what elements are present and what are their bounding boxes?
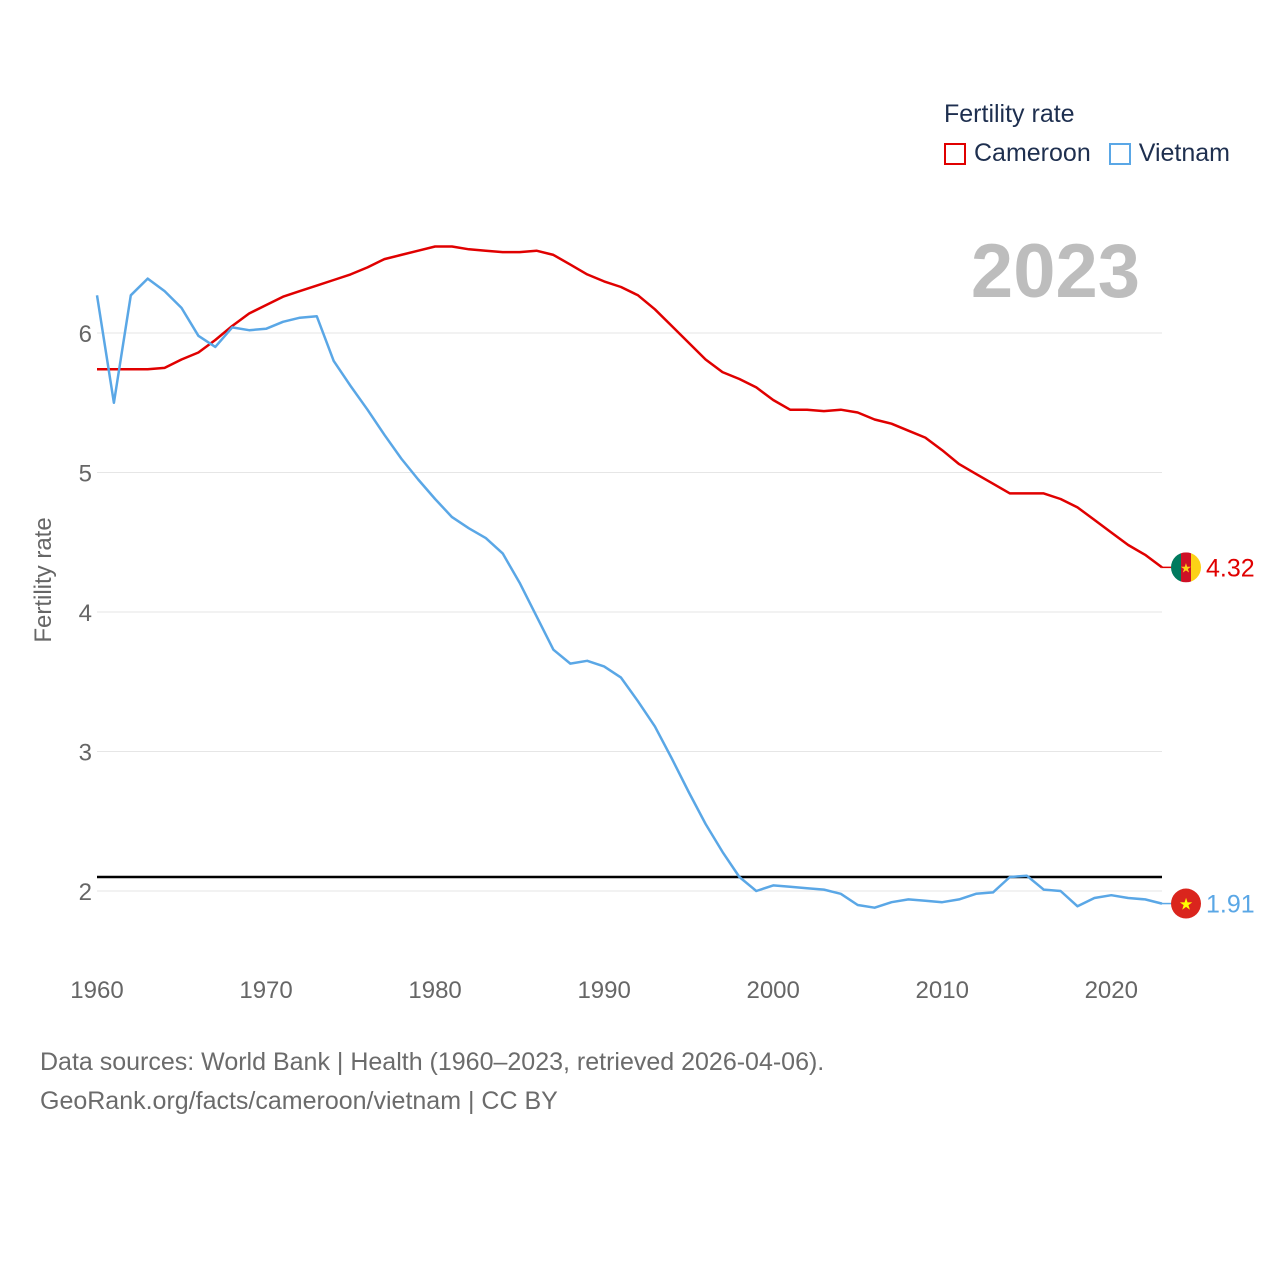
footer: Data sources: World Bank | Health (1960–…: [40, 1043, 824, 1121]
series-line-cameroon: [97, 245, 1163, 569]
y-tick-label: 5: [79, 461, 92, 488]
x-tick-label: 2010: [916, 977, 969, 1004]
y-axis-ticks: 2 3 4 5 6: [79, 321, 92, 906]
x-tick-label: 1960: [70, 977, 123, 1004]
x-tick-label: 1970: [239, 977, 292, 1004]
legend-swatch-cameroon: [944, 142, 966, 165]
x-tick-label: 1990: [577, 977, 630, 1004]
y-tick-label: 6: [79, 321, 92, 348]
y-axis-label: Fertility rate: [30, 517, 57, 642]
highlight-year-label: 2023: [970, 229, 1140, 314]
legend: Fertility rate Cameroon Vietnam: [944, 100, 1248, 168]
series-line-vietnam: [95, 277, 1163, 909]
x-tick-label: 2000: [746, 977, 799, 1004]
source-url-text: GeoRank.org/facts/cameroon/vietnam | CC …: [40, 1087, 558, 1115]
x-tick-label: 1980: [408, 977, 461, 1004]
legend-item-vietnam[interactable]: Vietnam: [1108, 139, 1230, 168]
vietnam-flag-icon: ★: [1171, 888, 1201, 919]
series-lines: [95, 245, 1163, 909]
end-value-label-vietnam: 1.91: [1206, 891, 1255, 919]
data-source-text: Data sources: World Bank | Health (1960–…: [40, 1048, 825, 1076]
x-tick-label: 2020: [1085, 977, 1138, 1004]
y-gridlines: [97, 332, 1162, 892]
y-tick-label: 2: [79, 879, 92, 906]
legend-label-cameroon: Cameroon: [974, 139, 1091, 167]
legend-title: Fertility rate: [944, 100, 1075, 128]
x-axis-ticks: 1960 1970 1980 1990 2000 2010 2020: [70, 977, 1138, 1004]
y-tick-label: 3: [79, 740, 92, 767]
flag-star: ★: [1180, 560, 1192, 575]
end-value-label-cameroon: 4.32: [1206, 554, 1255, 582]
y-tick-label: 4: [79, 600, 92, 627]
legend-item-cameroon[interactable]: Cameroon: [944, 139, 1091, 168]
flag-star: ★: [1179, 897, 1193, 914]
series-end-markers: ★ 4.32 ★ 1.91: [1162, 552, 1255, 919]
legend-label-vietnam: Vietnam: [1138, 139, 1230, 167]
legend-swatch-vietnam: [1108, 142, 1131, 165]
cameroon-flag-icon: ★: [1171, 552, 1201, 583]
